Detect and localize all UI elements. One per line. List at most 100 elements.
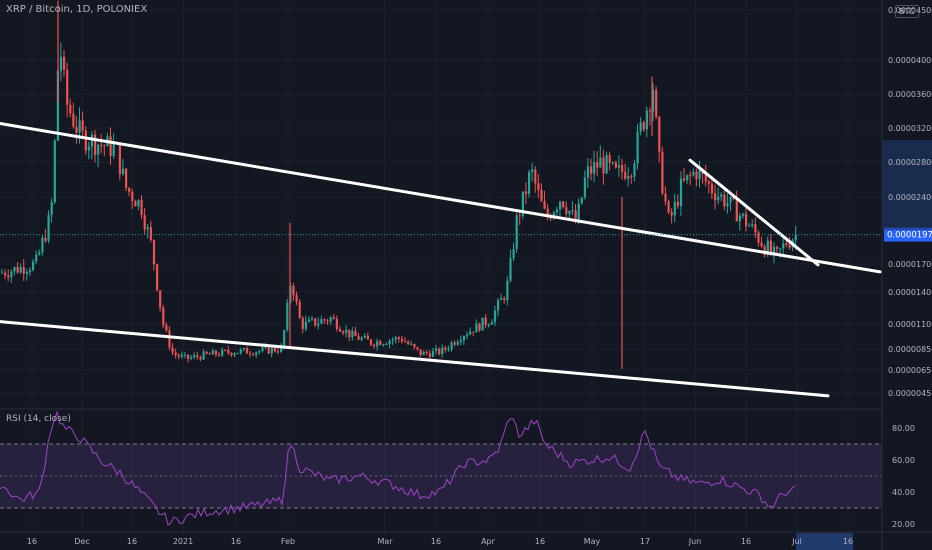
- candle-body: [751, 224, 754, 226]
- candle-body: [295, 295, 298, 302]
- rsi-label: RSI (14, close): [6, 414, 71, 424]
- candle-body: [555, 209, 559, 213]
- candle-body: [149, 227, 152, 240]
- candle-body: [543, 201, 546, 209]
- candle-body: [190, 357, 193, 359]
- currency-badge[interactable]: BTC: [895, 5, 919, 18]
- candle-body: [298, 301, 301, 319]
- candle-body: [196, 355, 199, 357]
- candle-body: [568, 211, 571, 215]
- candle-body: [627, 176, 630, 179]
- candle-body: [81, 120, 84, 131]
- candle-body: [565, 207, 568, 215]
- candle-body: [741, 213, 745, 216]
- candle-body: [763, 246, 766, 256]
- candle-body: [394, 337, 397, 340]
- x-tick-label: Feb: [281, 537, 295, 546]
- candle-body: [199, 356, 202, 360]
- x-tick-label: 2021: [173, 537, 193, 546]
- candle-body: [428, 353, 431, 357]
- candle-body: [25, 271, 28, 274]
- candle-body: [208, 353, 211, 355]
- candle-body: [379, 341, 382, 346]
- candle-body: [624, 171, 627, 179]
- candle-body: [617, 165, 621, 168]
- candles: [1, 0, 797, 369]
- candle-body: [748, 225, 751, 227]
- candle-body: [707, 181, 710, 184]
- candle-body: [639, 122, 642, 132]
- candle-body: [407, 341, 410, 345]
- candle-body: [478, 323, 481, 331]
- candle-body: [512, 249, 515, 259]
- candle-body: [258, 350, 261, 353]
- x-tick-label: May: [584, 537, 601, 546]
- candle-body: [540, 189, 543, 202]
- candle-body: [317, 323, 320, 326]
- candle-body: [435, 348, 438, 352]
- candle-body: [397, 337, 400, 339]
- candle-body: [357, 336, 360, 340]
- candle-body: [528, 172, 531, 194]
- candle-body: [143, 215, 146, 230]
- symbol-title: XRP / Bitcoin, 1D, POLONIEX: [6, 4, 148, 15]
- candle-body: [202, 351, 205, 360]
- candle-body: [118, 143, 121, 175]
- candle-body: [230, 352, 233, 356]
- candle-body: [1, 272, 4, 274]
- candle-body: [38, 252, 41, 255]
- candle-body: [311, 318, 314, 320]
- candle-body: [782, 243, 785, 249]
- candle-body: [388, 340, 391, 345]
- candle-body: [338, 329, 342, 332]
- candle-body: [152, 239, 156, 265]
- candle-body: [593, 162, 596, 174]
- candle-body: [87, 146, 90, 151]
- candle-body: [441, 347, 444, 355]
- candle-body: [590, 166, 593, 174]
- candle-body: [447, 349, 450, 351]
- x-axis-highlight: [796, 533, 853, 550]
- candle-body: [376, 341, 379, 347]
- candle-body: [410, 344, 413, 346]
- candle-body: [264, 346, 267, 348]
- candle-body: [676, 201, 679, 207]
- candle-body: [292, 285, 295, 296]
- candle-body: [453, 342, 456, 345]
- candle-body: [239, 349, 242, 353]
- candle-body: [524, 191, 528, 194]
- candle-body: [717, 196, 720, 201]
- candle-body: [205, 351, 208, 354]
- candle-body: [481, 317, 484, 331]
- candle-body: [242, 348, 245, 350]
- candle-body: [103, 145, 106, 147]
- candle-body: [22, 266, 25, 274]
- candle-body: [354, 330, 357, 337]
- x-tick-label: Apr: [481, 537, 496, 546]
- candle-body: [351, 330, 354, 338]
- candle-body: [577, 203, 580, 223]
- candle-body: [41, 237, 44, 253]
- candle-body: [7, 275, 10, 278]
- candle-body: [131, 191, 134, 202]
- candle-body: [75, 126, 78, 133]
- x-tick-label: 16: [27, 537, 37, 546]
- candle-body: [252, 354, 255, 356]
- candle-body: [475, 323, 478, 333]
- candle-body: [165, 325, 168, 331]
- candle-body: [583, 177, 586, 198]
- x-tick-label: 16: [843, 537, 853, 546]
- candle-body: [100, 144, 103, 146]
- x-tick-label: 17: [640, 537, 650, 546]
- candle-body: [283, 330, 286, 347]
- x-tick-label: 16: [741, 537, 751, 546]
- candle-body: [236, 352, 239, 354]
- candle-body: [466, 334, 469, 337]
- candle-body: [633, 163, 636, 177]
- candle-body: [723, 194, 726, 207]
- candle-body: [686, 174, 689, 181]
- x-tick-label: 16: [231, 537, 241, 546]
- y-tick-label: 0.00004000: [888, 56, 932, 65]
- candle-body: [692, 171, 695, 176]
